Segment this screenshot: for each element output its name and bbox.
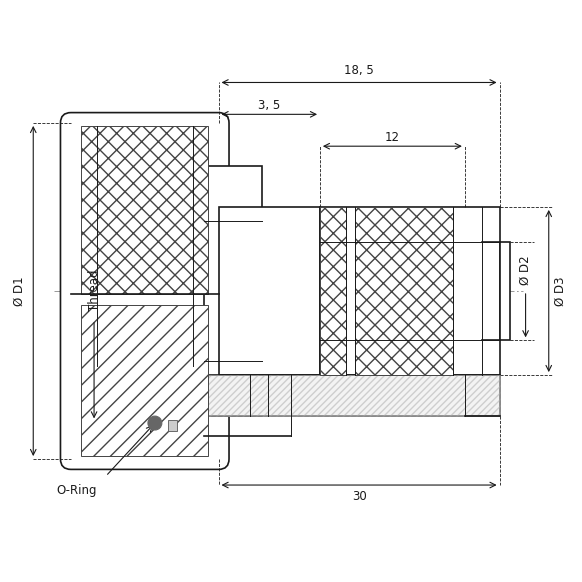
Text: 3, 5: 3, 5 <box>258 99 280 112</box>
Text: 18, 5: 18, 5 <box>345 65 374 77</box>
Text: Ø D3: Ø D3 <box>554 276 567 306</box>
Bar <box>499 242 510 340</box>
Bar <box>204 166 262 416</box>
Text: Ø D1: Ø D1 <box>12 276 25 306</box>
FancyBboxPatch shape <box>61 112 229 470</box>
Circle shape <box>148 416 162 430</box>
Bar <box>81 306 208 456</box>
Bar <box>354 207 453 375</box>
Bar <box>204 375 499 416</box>
Text: Ø D2: Ø D2 <box>519 255 532 285</box>
Text: O-Ring: O-Ring <box>56 484 97 498</box>
Text: 30: 30 <box>352 490 367 503</box>
Bar <box>219 207 320 375</box>
Text: 12: 12 <box>385 131 400 144</box>
Bar <box>320 207 499 375</box>
Bar <box>204 375 499 416</box>
Bar <box>81 126 208 294</box>
Bar <box>168 420 178 431</box>
Text: Thread: Thread <box>87 270 101 311</box>
Bar <box>320 207 346 375</box>
